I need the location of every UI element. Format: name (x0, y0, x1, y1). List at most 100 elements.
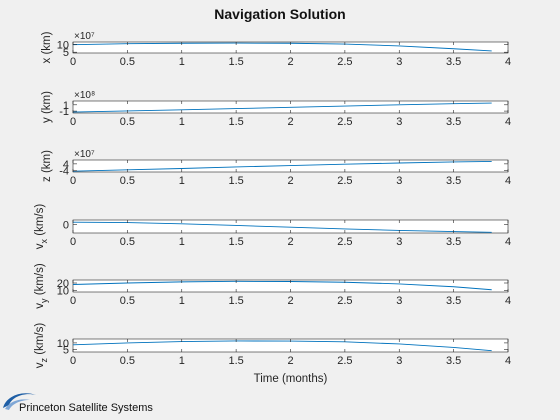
subplot-1: 0 0.5 1 1.5 2 2.5 3 3.5 4 510 ×10⁷ x (km) (41, 31, 511, 68)
y-axis-label-subscript: y (39, 298, 49, 303)
x-tick-label: 2.5 (337, 236, 352, 248)
x-tick-label: 3.5 (446, 175, 461, 187)
x-tick-label: 0.5 (120, 56, 135, 68)
y-axis-label: y (km) (41, 91, 53, 123)
y-tick-label: 4 (63, 159, 69, 171)
x-tick-label: 4 (505, 355, 511, 367)
logo-swoosh-accent-icon (5, 399, 30, 410)
logo-swoosh-icon (3, 393, 36, 408)
y-axis-label-subscript: x (39, 238, 49, 243)
x-tick-label: 1 (179, 116, 185, 128)
x-tick-label: 0.5 (120, 175, 135, 187)
y-tick-label: -4 (59, 166, 69, 178)
y-axis-label-main: v (34, 362, 46, 368)
x-tick-label: 2.5 (337, 295, 352, 307)
x-tick-label: 1.5 (228, 295, 243, 307)
x-tick-label: 2 (287, 116, 293, 128)
data-line-series-1 (72, 221, 492, 233)
x-tick-label: 2.5 (337, 116, 352, 128)
y-tick-label: 1 (63, 100, 69, 112)
y-tick-label: 0 (63, 219, 69, 231)
y-exponent-label: ×10⁷ (74, 149, 95, 160)
y-tick-label: 10 (57, 39, 69, 51)
x-tick-label: 1 (179, 56, 185, 68)
y-axis-label: z (km) (41, 150, 53, 182)
x-tick-label: 3 (396, 116, 402, 128)
data-line-series-1 (72, 102, 492, 113)
x-tick-label: 0.5 (120, 236, 135, 248)
y-tick-label: 10 (57, 286, 69, 298)
x-tick-label: 2 (287, 56, 293, 68)
x-tick-label: 3 (396, 295, 402, 307)
x-tick-label: 1.5 (228, 56, 243, 68)
x-tick-label: 0.5 (120, 295, 135, 307)
subplot-4: 0 0.5 1 1.5 2 2.5 3 3.5 4 0 vx (km/s) (34, 204, 511, 250)
x-tick-label: 0 (70, 175, 76, 187)
x-tick-label: 1 (179, 295, 185, 307)
x-tick-label: 3.5 (446, 56, 461, 68)
y-axis-label: vx (km/s) (34, 204, 49, 250)
y-tick-label: -1 (59, 106, 69, 118)
x-tick-label: 3 (396, 355, 402, 367)
y-axis-label: vz (km/s) (34, 323, 49, 369)
x-tick-label: 1 (179, 175, 185, 187)
x-tick-label: 1 (179, 236, 185, 248)
y-tick-label: 20 (57, 278, 69, 290)
x-tick-label: 0 (70, 56, 76, 68)
x-tick-label: 1.5 (228, 236, 243, 248)
x-tick-label: 3 (396, 175, 402, 187)
y-axis-label-subscript: z (39, 357, 49, 362)
x-tick-label: 1 (179, 355, 185, 367)
x-tick-label: 3 (396, 236, 402, 248)
x-tick-label: 3 (396, 56, 402, 68)
x-tick-label: 1.5 (228, 116, 243, 128)
x-tick-label: 4 (505, 295, 511, 307)
company-logo: Princeton Satellite Systems (3, 393, 153, 414)
x-tick-label: 1.5 (228, 355, 243, 367)
logo-text: Princeton Satellite Systems (19, 402, 153, 414)
x-tick-label: 2.5 (337, 175, 352, 187)
x-tick-label: 2.5 (337, 56, 352, 68)
x-tick-label: 0.5 (120, 116, 135, 128)
x-tick-label: 3.5 (446, 295, 461, 307)
x-tick-label: 0.5 (120, 355, 135, 367)
x-tick-label: 0 (70, 295, 76, 307)
x-tick-label: 2.5 (337, 355, 352, 367)
y-axis-label-main: v (34, 243, 46, 249)
x-tick-label: 2 (287, 295, 293, 307)
y-axis-label-unit: (km/s) (34, 263, 46, 298)
x-tick-label: 2 (287, 236, 293, 248)
y-axis-label-unit: (km/s) (34, 204, 46, 239)
x-axis-label: Time (months) (254, 373, 328, 385)
x-tick-label: 3.5 (446, 355, 461, 367)
y-axis-label: x (km) (41, 31, 53, 63)
y-tick-label: 5 (63, 344, 69, 356)
y-tick-label: 5 (63, 47, 69, 59)
x-tick-label: 2 (287, 355, 293, 367)
chart-title: Navigation Solution (214, 6, 345, 22)
y-axis-label-unit: (km/s) (34, 323, 46, 358)
x-tick-label: 4 (505, 236, 511, 248)
y-exponent-label: ×10⁷ (74, 31, 95, 42)
x-tick-label: 1.5 (228, 175, 243, 187)
x-tick-label: 3.5 (446, 236, 461, 248)
x-tick-label: 4 (505, 56, 511, 68)
x-tick-label: 0 (70, 355, 76, 367)
y-axis-label-main: v (34, 303, 46, 309)
x-tick-label: 0 (70, 116, 76, 128)
y-exponent-label: ×10⁸ (74, 90, 95, 101)
y-axis-label: vy (km/s) (34, 263, 49, 309)
y-tick-label: 10 (57, 338, 69, 350)
x-tick-label: 2 (287, 175, 293, 187)
x-tick-label: 4 (505, 116, 511, 128)
data-line-series-1 (72, 161, 492, 172)
x-tick-label: 3.5 (446, 116, 461, 128)
subplot-6: 0 0.5 1 1.5 2 2.5 3 3.5 4 510 vz (km/s) (34, 323, 511, 369)
x-tick-label: 0 (70, 236, 76, 248)
